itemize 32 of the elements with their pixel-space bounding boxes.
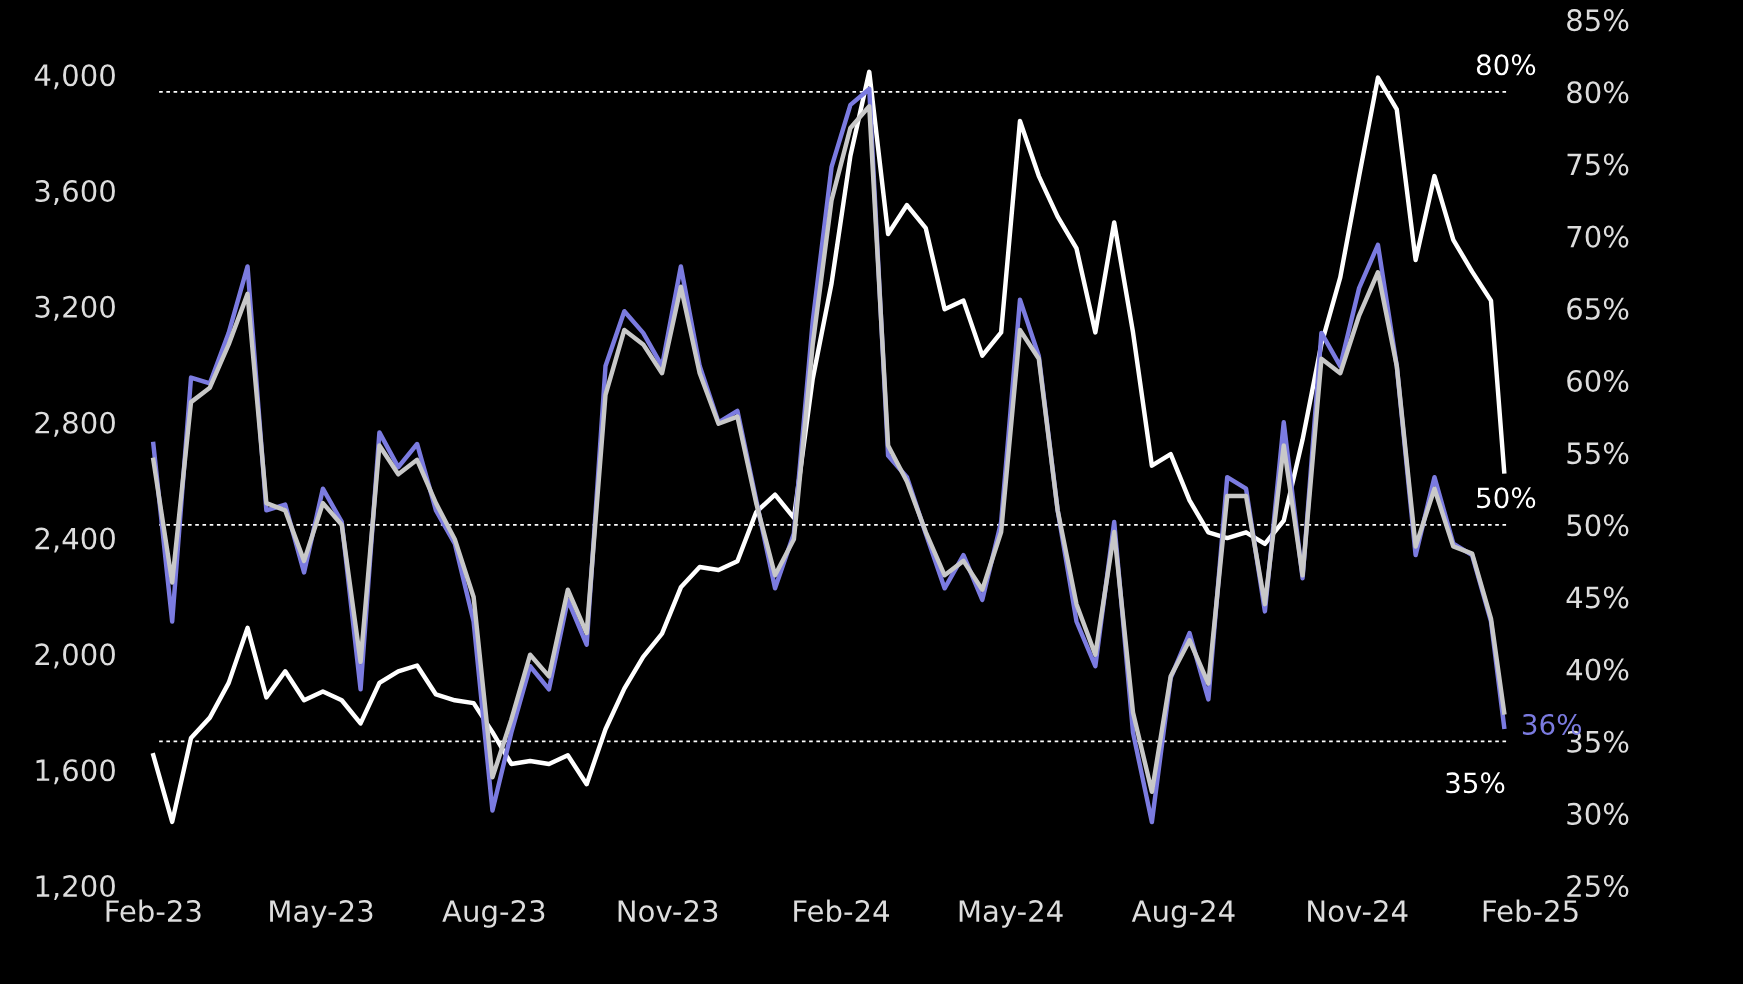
y-tick-label: 4,000 <box>34 64 115 90</box>
x-tick-label: Aug-23 <box>442 900 545 928</box>
y2-tick-label: 80% <box>1567 81 1629 104</box>
y2-tick-label: 85% <box>1567 9 1629 32</box>
y-tick-label: 3,600 <box>35 179 115 206</box>
y2-tick-label: 50% <box>1567 514 1629 537</box>
y2-tick-label: 40% <box>1566 658 1629 681</box>
x-tick-label: Nov-23 <box>618 900 718 923</box>
y2-tick-label: 25% <box>1567 875 1629 898</box>
y2-tick-label: 65% <box>1567 297 1629 320</box>
ref-line-label: 50% <box>1477 487 1536 509</box>
y2-tick-label: 55% <box>1567 442 1629 465</box>
x-tick-label: Feb-23 <box>106 899 201 923</box>
y2-tick-label: 75% <box>1567 153 1629 176</box>
y-tick-label: 1,600 <box>36 759 115 785</box>
y2-tick-label: 45% <box>1566 586 1629 609</box>
y2-tick-label: 30% <box>1567 802 1629 825</box>
y2-tick-label: 70% <box>1567 225 1629 248</box>
y-tick-label: 2,400 <box>35 527 115 553</box>
x-tick-label: May-24 <box>959 900 1063 928</box>
y-tick-label: 3,200 <box>35 295 115 321</box>
x-tick-label: Feb-24 <box>794 899 889 923</box>
ref-line-label: 80% <box>1476 54 1536 76</box>
y-tick-label: 2,800 <box>35 411 115 437</box>
x-tick-label: Feb-25 <box>1483 899 1578 923</box>
x-tick-label: Nov-24 <box>1308 900 1408 923</box>
ref-line-label: 35% <box>1446 772 1505 794</box>
x-tick-label: May-23 <box>270 900 373 928</box>
y-tick-label: 2,000 <box>35 643 115 669</box>
y-tick-label: 1,200 <box>36 875 115 901</box>
y2-tick-label: 60% <box>1567 369 1629 392</box>
x-tick-label: Aug-24 <box>1131 900 1235 928</box>
